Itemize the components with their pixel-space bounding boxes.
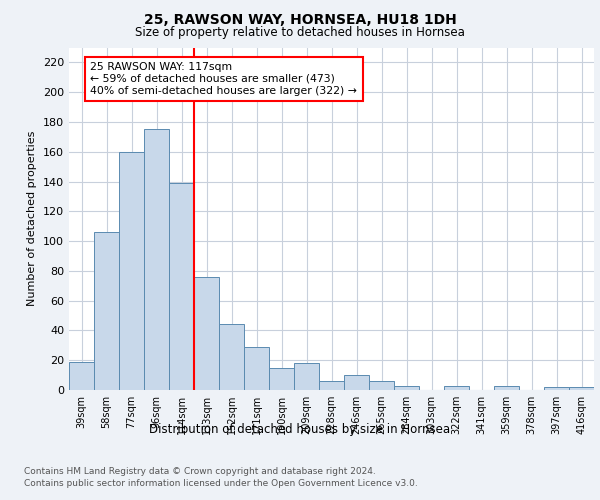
Text: Contains HM Land Registry data © Crown copyright and database right 2024.: Contains HM Land Registry data © Crown c… bbox=[24, 468, 376, 476]
Bar bbox=[219, 324, 244, 390]
Text: 25, RAWSON WAY, HORNSEA, HU18 1DH: 25, RAWSON WAY, HORNSEA, HU18 1DH bbox=[143, 12, 457, 26]
Bar bbox=[569, 387, 594, 390]
Text: Contains public sector information licensed under the Open Government Licence v3: Contains public sector information licen… bbox=[24, 479, 418, 488]
Text: 25 RAWSON WAY: 117sqm
← 59% of detached houses are smaller (473)
40% of semi-det: 25 RAWSON WAY: 117sqm ← 59% of detached … bbox=[90, 62, 357, 96]
Bar bbox=[269, 368, 294, 390]
Bar bbox=[69, 362, 94, 390]
Bar bbox=[319, 381, 344, 390]
Bar bbox=[144, 130, 169, 390]
Text: Distribution of detached houses by size in Hornsea: Distribution of detached houses by size … bbox=[149, 422, 451, 436]
Bar bbox=[444, 386, 469, 390]
Bar bbox=[394, 386, 419, 390]
Bar bbox=[194, 277, 219, 390]
Bar bbox=[494, 386, 519, 390]
Y-axis label: Number of detached properties: Number of detached properties bbox=[28, 131, 37, 306]
Bar bbox=[344, 375, 369, 390]
Text: Size of property relative to detached houses in Hornsea: Size of property relative to detached ho… bbox=[135, 26, 465, 39]
Bar bbox=[169, 183, 194, 390]
Bar bbox=[369, 381, 394, 390]
Bar bbox=[119, 152, 144, 390]
Bar bbox=[294, 363, 319, 390]
Bar bbox=[94, 232, 119, 390]
Bar bbox=[244, 347, 269, 390]
Bar bbox=[544, 387, 569, 390]
